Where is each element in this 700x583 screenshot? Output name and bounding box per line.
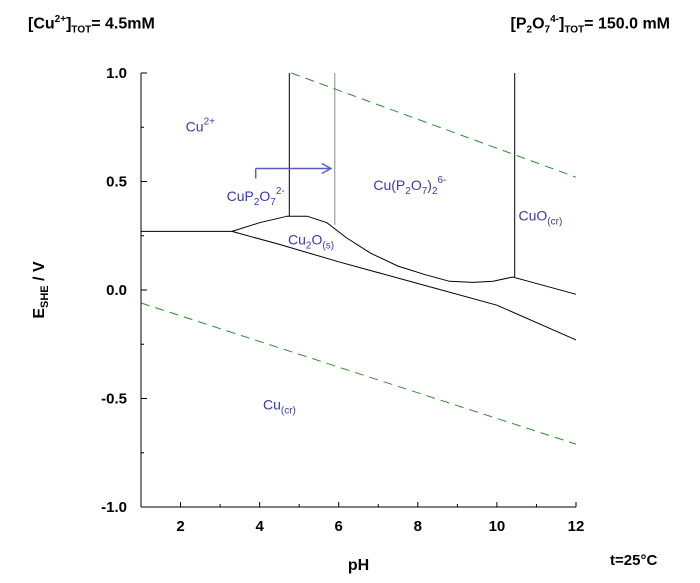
region-label: CuO(cr) xyxy=(519,208,563,228)
y-tick-label: -1.0 xyxy=(101,499,127,516)
region-labels: Cu2+ CuP2O72- Cu(P2O7)26- CuO(cr) Cu2O(s) Cu(… xyxy=(186,117,563,417)
x-tick-label: 2 xyxy=(176,518,184,535)
header-pyrophosphate-concentration: [P2O74-]TOT= 150.0 mM xyxy=(510,14,670,36)
line-cu2o-upper xyxy=(231,215,577,295)
y-tick-label: 1.0 xyxy=(106,65,127,82)
region-label: Cu2+ xyxy=(186,117,215,135)
axes: 2 4 6 8 10 12 1.0 0.5 0.0 -0.5 -1.0 pH ESHE / V xyxy=(31,65,584,574)
x-tick-label: 6 xyxy=(335,518,343,535)
line-cu2o-lower xyxy=(231,230,577,341)
header-copper-concentration: [Cu2+]TOT= 4.5mM xyxy=(28,14,155,36)
region-label: Cu2O(s) xyxy=(288,231,334,251)
x-tick-label: 8 xyxy=(414,518,422,535)
line-water-lower xyxy=(140,302,577,445)
temperature-label: t=25°C xyxy=(610,552,658,569)
region-label: Cu(P2O7)26- xyxy=(373,175,446,197)
plot-lines xyxy=(140,72,577,445)
y-axis-label: ESHE / V xyxy=(31,261,51,319)
x-tick-label: 4 xyxy=(255,518,264,535)
line-water-upper xyxy=(291,72,577,178)
y-tick-label: -0.5 xyxy=(101,391,127,408)
x-tick-label: 12 xyxy=(568,518,585,535)
x-axis-label: pH xyxy=(348,557,369,574)
region-label: CuP2O72- xyxy=(227,186,285,208)
region-label: Cu(cr) xyxy=(263,396,296,416)
y-tick-label: 0.0 xyxy=(106,282,127,299)
x-tick-label: 10 xyxy=(489,518,506,535)
arrow-head xyxy=(321,162,333,175)
y-tick-label: 0.5 xyxy=(106,174,127,191)
